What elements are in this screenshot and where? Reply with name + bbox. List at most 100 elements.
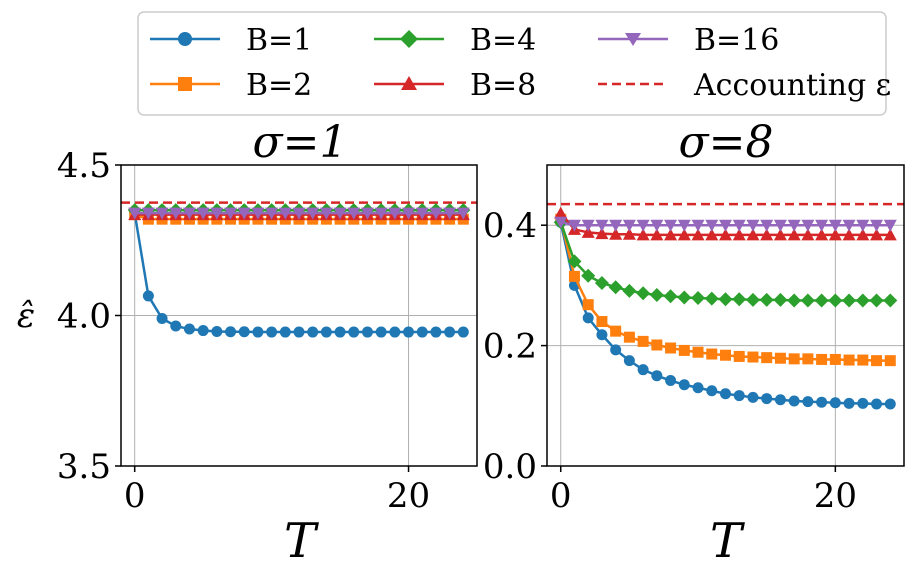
data-point-b16-t4: [182, 207, 196, 220]
data-point-b8-t4: [609, 227, 623, 240]
data-point-b4-t17: [787, 293, 802, 308]
data-point-b16-t17: [360, 207, 374, 220]
legend-label-accounting: Accounting ε: [693, 68, 891, 103]
data-point-b4-t18: [800, 293, 815, 308]
data-point-b1-t18: [375, 326, 387, 338]
data-point-b2-t17: [788, 353, 800, 365]
data-point-b16-t18: [801, 219, 815, 232]
data-point-b16-t2: [581, 219, 595, 232]
series-b16: [128, 207, 470, 220]
panel-title-sigma-8: σ=8: [679, 117, 774, 168]
data-point-b4-t16: [773, 292, 788, 307]
data-point-b1-t21: [416, 326, 428, 338]
data-point-b8-t21: [842, 228, 856, 241]
x-axis-label-left: T: [284, 513, 319, 569]
data-point-b2-t24: [884, 355, 896, 367]
data-point-b1-t12: [720, 388, 731, 400]
legend: B=1 B=2 B=4 B=8 B=16 Accounting ε: [137, 11, 891, 116]
data-point-b1-t9: [678, 379, 690, 391]
data-point-b16-t18: [374, 207, 388, 220]
data-point-b8-t9: [677, 228, 691, 241]
data-point-b16-t16: [773, 219, 787, 232]
data-point-b16-t2: [155, 207, 169, 220]
data-point-b16-t12: [292, 207, 306, 220]
data-point-b16-t4: [609, 219, 623, 232]
data-point-b1-t11: [279, 326, 291, 338]
data-point-b8-t16: [773, 228, 787, 241]
data-point-b1-t11: [706, 385, 718, 397]
data-point-b4-t23: [869, 293, 884, 308]
data-point-b1-t15: [334, 326, 346, 338]
data-point-b4-t7: [649, 288, 664, 303]
panel-sigma-8: σ=8 T 0 20 0.0 0.2 0.4: [483, 117, 905, 569]
data-point-b2-t12: [720, 349, 731, 361]
data-point-b16-t5: [622, 219, 636, 232]
data-point-b1-t13: [733, 390, 745, 402]
data-point-b2-t10: [692, 346, 704, 358]
data-point-b8-t19: [815, 228, 829, 241]
data-point-b16-t10: [691, 219, 705, 232]
data-point-b16-t9: [251, 207, 265, 220]
data-point-b16-t14: [319, 207, 333, 220]
panel-sigma-1: σ=1 ε̂ T 0 20 3.5 4.0 4.5: [17, 117, 478, 569]
y-tick-label-2: 4.5: [57, 146, 111, 186]
data-point-b8-t23: [870, 228, 884, 241]
data-point-b4-t1: [567, 254, 582, 269]
data-point-b4-t15: [759, 292, 774, 307]
data-point-b2-t22: [857, 354, 869, 366]
data-point-b16-t13: [732, 219, 746, 232]
data-point-b1-t22: [857, 397, 869, 409]
legend-marker-triangle-down-icon: [625, 33, 641, 46]
data-point-b16-t6: [210, 207, 224, 220]
data-point-b1-t3: [170, 320, 182, 332]
data-point-b8-t15: [760, 228, 774, 241]
legend-entry-b1: B=1: [150, 23, 312, 58]
data-point-b1-t8: [665, 375, 677, 387]
data-point-b8-t24: [883, 228, 897, 241]
data-point-b2-t6: [637, 335, 649, 347]
data-point-b1-t1: [142, 290, 154, 302]
data-point-b4-t3: [594, 275, 609, 290]
data-point-b16-t11: [705, 219, 719, 232]
data-point-b8-t22: [856, 228, 870, 241]
y-tick-label-0: 3.5: [57, 447, 111, 487]
data-point-b8-t17: [787, 228, 801, 241]
panel-title-sigma-1: σ=1: [253, 117, 348, 168]
data-point-b16-t21: [415, 207, 429, 220]
series-b8: [554, 206, 897, 241]
y-tick-label-2: 0.4: [483, 206, 537, 246]
data-point-b4-t22: [855, 293, 870, 308]
data-point-b1-t7: [225, 326, 237, 338]
data-point-b16-t20: [828, 219, 842, 232]
data-point-b4-t24: [883, 293, 898, 308]
data-point-b1-t7: [651, 370, 663, 382]
data-point-b2-t11: [706, 348, 718, 360]
legend-label-b2: B=2: [246, 68, 312, 103]
data-point-b1-t23: [444, 326, 456, 338]
data-point-b16-t1: [567, 219, 581, 232]
data-point-b1-t3: [596, 329, 608, 341]
data-point-b2-t16: [774, 352, 786, 364]
data-point-b16-t23: [443, 207, 457, 220]
data-point-b8-t11: [705, 228, 719, 241]
legend-entry-b2: B=2: [150, 68, 312, 103]
x-tick-label-0: 0: [124, 476, 146, 516]
legend-label-b16: B=16: [694, 23, 779, 58]
data-point-b16-t15: [333, 207, 347, 220]
data-point-b4-t10: [691, 291, 706, 306]
data-point-b16-t22: [856, 219, 870, 232]
y-axis-label: ε̂: [17, 296, 35, 336]
data-point-b2-t15: [761, 352, 773, 364]
data-point-b1-t14: [320, 326, 332, 338]
legend-label-b1: B=1: [246, 23, 312, 58]
data-point-b16-t22: [429, 207, 443, 220]
data-point-b1-t20: [829, 397, 841, 409]
data-point-b16-t16: [347, 207, 361, 220]
x-tick-label-1: 20: [387, 476, 430, 516]
data-point-b1-t9: [252, 326, 264, 338]
legend-entry-accounting: Accounting ε: [598, 68, 891, 103]
data-point-b1-t23: [871, 398, 883, 410]
data-point-b1-t18: [802, 396, 814, 408]
legend-entry-b16: B=16: [598, 23, 779, 58]
data-point-b2-t5: [623, 331, 635, 343]
